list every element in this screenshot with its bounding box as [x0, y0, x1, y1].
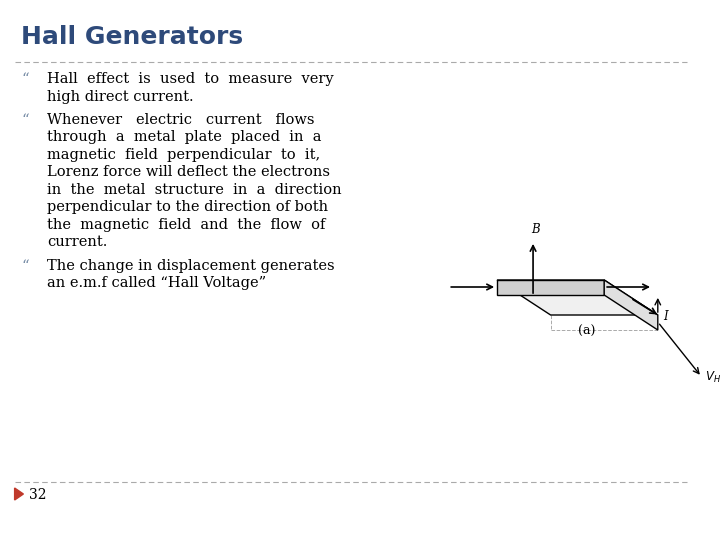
Text: Hall Generators: Hall Generators: [22, 25, 243, 49]
Text: I: I: [664, 309, 668, 322]
Text: B: B: [531, 223, 539, 236]
Text: “: “: [22, 113, 30, 127]
Text: (a): (a): [578, 325, 595, 338]
Text: an e.m.f called “Hall Voltage”: an e.m.f called “Hall Voltage”: [47, 276, 266, 291]
Text: The change in displacement generates: The change in displacement generates: [47, 259, 334, 273]
Text: Lorenz force will deflect the electrons: Lorenz force will deflect the electrons: [47, 165, 330, 179]
Polygon shape: [14, 488, 23, 500]
Text: Whenever   electric   current   flows: Whenever electric current flows: [47, 113, 314, 127]
Text: the  magnetic  field  and  the  flow  of: the magnetic field and the flow of: [47, 218, 325, 232]
Polygon shape: [497, 280, 658, 315]
Text: $V_H$: $V_H$: [705, 369, 720, 384]
Text: perpendicular to the direction of both: perpendicular to the direction of both: [47, 200, 328, 214]
Text: in  the  metal  structure  in  a  direction: in the metal structure in a direction: [47, 183, 341, 197]
Text: Hall  effect  is  used  to  measure  very: Hall effect is used to measure very: [47, 72, 333, 86]
Text: “: “: [22, 72, 30, 86]
Text: magnetic  field  perpendicular  to  it,: magnetic field perpendicular to it,: [47, 148, 320, 162]
Text: 32: 32: [30, 488, 47, 502]
Polygon shape: [604, 280, 658, 330]
Text: “: “: [22, 259, 30, 273]
Polygon shape: [497, 280, 604, 295]
Text: through  a  metal  plate  placed  in  a: through a metal plate placed in a: [47, 131, 321, 145]
Text: high direct current.: high direct current.: [47, 90, 194, 104]
Text: current.: current.: [47, 235, 107, 249]
